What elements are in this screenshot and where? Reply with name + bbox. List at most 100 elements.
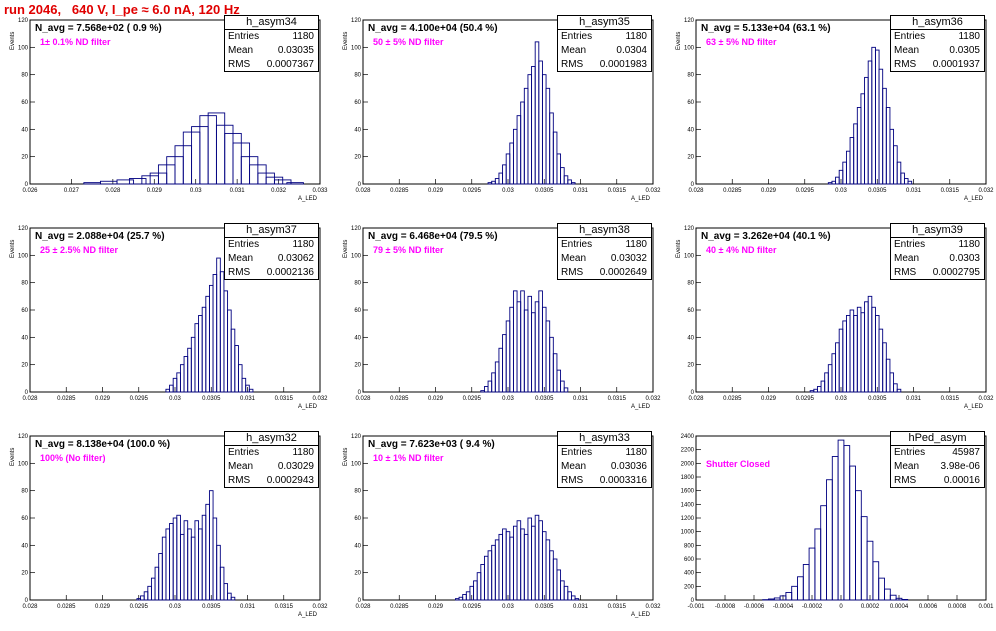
- histogram-bin: [184, 521, 188, 600]
- x-tick-label: -0.001: [687, 604, 705, 610]
- navg-annotation: N_avg = 4.100e+04 (50.4 %): [368, 23, 498, 34]
- x-tick-label: 0.0295: [796, 188, 815, 194]
- histogram-bin: [484, 556, 488, 600]
- y-tick-label: 80: [354, 73, 361, 79]
- y-tick-label: 1600: [681, 489, 695, 495]
- histogram-bin: [481, 391, 485, 392]
- stats-value: 0.00016: [944, 474, 980, 488]
- histogram-bin: [521, 102, 525, 184]
- y-tick-label: 400: [684, 571, 695, 577]
- histogram-bin: [868, 296, 872, 392]
- x-tick-label: 0.029: [428, 396, 444, 402]
- y-tick-label: 60: [354, 516, 361, 522]
- y-tick-label: 80: [21, 73, 28, 79]
- histogram-bin: [199, 529, 203, 600]
- stats-value: 0.03032: [611, 252, 647, 266]
- histogram-bin: [195, 521, 199, 600]
- histogram-bin: [535, 302, 539, 392]
- histogram-bin: [832, 457, 838, 601]
- y-tick-label: 2200: [681, 448, 695, 454]
- histogram-bin: [535, 515, 539, 600]
- x-tick-label: 0.033: [312, 188, 328, 194]
- histogram-bin: [202, 515, 206, 600]
- histogram-bin: [141, 596, 145, 600]
- x-tick-label: 0.0315: [275, 604, 294, 610]
- histogram-bin: [550, 113, 554, 184]
- y-tick-label: 60: [687, 308, 694, 314]
- histogram-bin: [875, 315, 879, 392]
- histogram-bin: [846, 151, 850, 184]
- y-tick-label: 20: [21, 155, 28, 161]
- y-tick-label: 1200: [681, 516, 695, 522]
- histogram-bin: [843, 321, 847, 392]
- histogram-bin: [828, 183, 832, 184]
- histogram-bin: [100, 181, 117, 184]
- histogram-bin: [242, 378, 246, 392]
- histogram-bin: [231, 597, 235, 600]
- x-tick-label: 0.0315: [608, 396, 627, 402]
- y-axis-label: Events: [676, 240, 682, 258]
- histogram-bin: [897, 389, 901, 392]
- histogram-bin: [827, 480, 833, 600]
- stats-value: 0.03036: [611, 460, 647, 474]
- histogram-bin: [503, 529, 507, 600]
- histogram-bin: [463, 595, 467, 600]
- stats-key: Entries: [228, 238, 259, 252]
- histogram-bin: [901, 173, 905, 184]
- histogram-bin: [894, 384, 898, 392]
- histogram-bin: [499, 534, 503, 600]
- histogram-name: hPed_asym: [891, 432, 984, 446]
- stats-value: 1180: [292, 446, 314, 460]
- histogram-bin: [191, 537, 195, 600]
- x-tick-label: 0.031: [906, 188, 922, 194]
- histogram-bin: [499, 173, 503, 184]
- histogram-bin: [571, 183, 575, 184]
- histogram-bin: [209, 491, 213, 600]
- histogram-bin: [850, 466, 856, 600]
- x-tick-label: 0.0285: [57, 604, 76, 610]
- x-tick-label: 0.03: [502, 188, 514, 194]
- histogram-bin: [532, 313, 536, 392]
- navg-annotation: N_avg = 6.468e+04 (79.5 %): [368, 231, 498, 242]
- histogram-bin: [524, 88, 528, 184]
- stats-key: Mean: [561, 252, 586, 266]
- histogram-bin: [774, 598, 780, 600]
- navg-annotation: N_avg = 2.088e+04 (25.7 %): [35, 231, 165, 242]
- filter-annotation: 1± 0.1% ND filter: [40, 37, 110, 47]
- stats-key: Mean: [228, 44, 253, 58]
- histogram-bin: [517, 302, 521, 392]
- histogram-bin: [571, 596, 575, 600]
- y-tick-label: 80: [21, 489, 28, 495]
- x-axis-label: A_LED: [631, 404, 650, 410]
- histogram-bin: [495, 362, 499, 392]
- x-tick-label: -0.0006: [744, 604, 765, 610]
- y-tick-label: 120: [684, 18, 695, 24]
- stats-row-mean: Mean 0.03032: [558, 252, 651, 266]
- histogram-bin: [481, 564, 485, 600]
- y-axis-label: Events: [676, 32, 682, 50]
- y-tick-label: 600: [684, 557, 695, 563]
- histogram-bin: [857, 307, 861, 392]
- x-tick-label: 0.0006: [919, 604, 938, 610]
- y-tick-label: 1400: [681, 502, 695, 508]
- histogram-bin: [495, 179, 499, 184]
- y-tick-label: 40: [354, 543, 361, 549]
- y-tick-label: 100: [18, 461, 29, 467]
- histogram-bin: [506, 532, 510, 600]
- y-tick-label: 40: [21, 127, 28, 133]
- histogram-bin: [890, 595, 896, 600]
- histogram-bin: [503, 165, 507, 184]
- stats-key: Mean: [561, 44, 586, 58]
- histogram-bin: [492, 545, 496, 600]
- histogram-bin: [810, 391, 814, 392]
- stats-key: Entries: [894, 30, 925, 44]
- x-tick-label: 0.031: [573, 604, 589, 610]
